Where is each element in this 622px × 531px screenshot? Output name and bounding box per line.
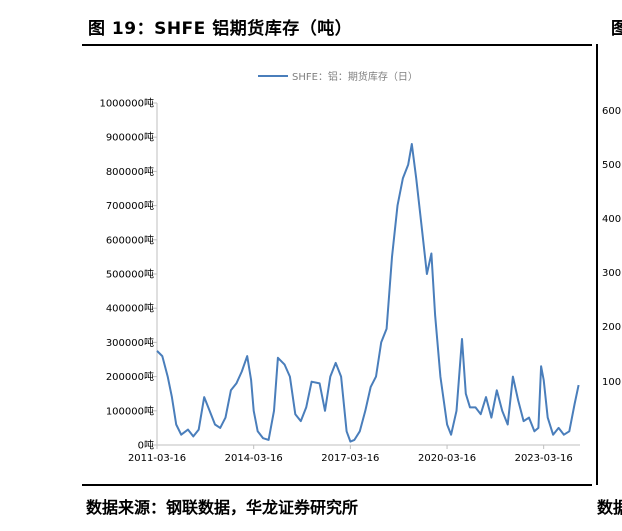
x-tick-label: 2023-03-16 (515, 453, 573, 464)
y-tick-label: 900000吨 (106, 131, 154, 144)
axes: 0吨 100000吨 200000吨 300000吨 400000吨 500000吨 600… (99, 97, 580, 464)
series-line (156, 143, 580, 443)
source-note: 数据来源：钢联数据，华龙证券研究所 (86, 498, 359, 517)
y-tick-label: 800000吨 (106, 165, 154, 178)
source-rule (82, 484, 592, 486)
side-source-fragment: 数据 (597, 498, 622, 517)
side-tick-300: 300 (602, 268, 622, 279)
y-tick-label: 400000吨 (106, 302, 154, 315)
plot-area (156, 143, 580, 443)
legend-label: SHFE：铝：期货库存（日） (292, 70, 418, 83)
y-tick-label: 300000吨 (106, 336, 154, 349)
side-tick-100: 100 (602, 377, 622, 388)
side-tick-500: 500 (602, 160, 622, 171)
legend: SHFE：铝：期货库存（日） (258, 70, 418, 83)
line-chart: SHFE：铝：期货库存（日） 0吨 100000吨 200000吨 300000吨 40… (99, 70, 580, 464)
y-tick-label: 700000吨 (106, 199, 154, 212)
y-tick-label: 100000吨 (106, 404, 154, 417)
side-figure-title-fragment: 图 (611, 19, 622, 39)
y-tick-label: 1000000吨 (99, 97, 154, 110)
x-tick-label: 2017-03-16 (321, 453, 379, 464)
side-tick-600: 600 (602, 106, 622, 117)
x-tick-label: 2011-03-16 (128, 453, 186, 464)
y-tick-label: 0吨 (138, 439, 154, 452)
x-tick-label: 2014-03-16 (225, 453, 283, 464)
side-tick-200: 200 (602, 322, 622, 333)
panel-divider (596, 44, 598, 485)
x-tick-label: 2020-03-16 (418, 453, 476, 464)
y-tick-label: 600000吨 (106, 233, 154, 246)
y-tick-label: 200000吨 (106, 370, 154, 383)
figure-title: 图 19：SHFE 铝期货库存（吨） (88, 19, 353, 39)
y-tick-label: 500000吨 (106, 268, 154, 281)
title-rule (82, 44, 592, 46)
side-tick-400: 400 (602, 214, 622, 225)
